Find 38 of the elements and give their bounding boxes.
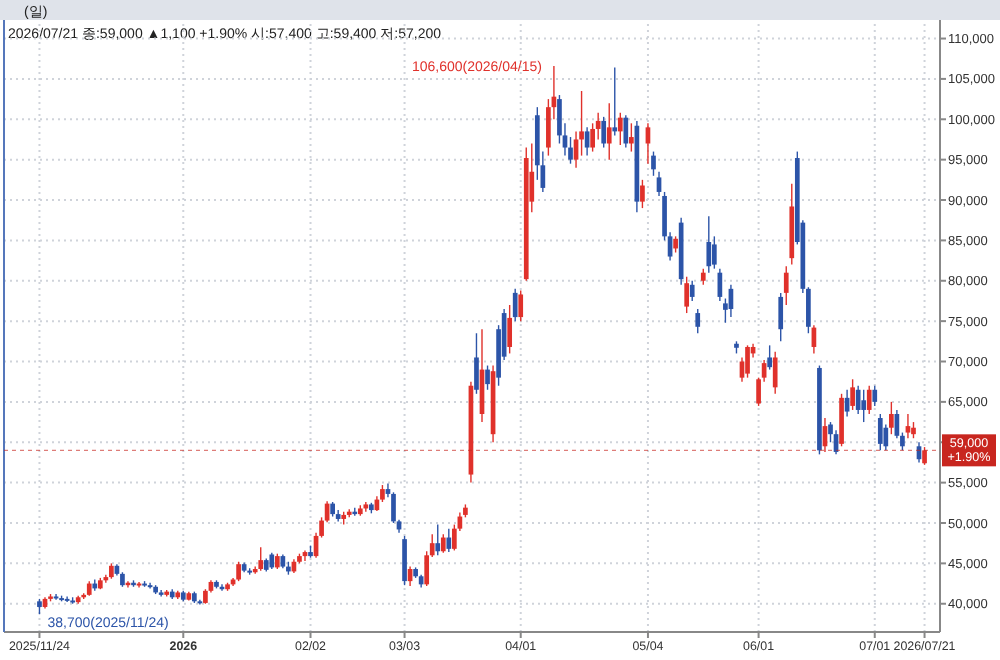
candlestick xyxy=(866,385,872,415)
candlestick xyxy=(236,561,241,582)
candlestick xyxy=(507,304,513,355)
candlestick xyxy=(402,535,407,586)
candlestick xyxy=(905,413,911,439)
candlestick xyxy=(640,179,645,209)
candlestick xyxy=(889,401,894,435)
candlestick xyxy=(435,523,441,556)
candlestick xyxy=(258,546,264,572)
candlestick xyxy=(855,385,861,415)
candlestick xyxy=(446,527,452,553)
candlestick xyxy=(877,413,883,452)
candlestick xyxy=(474,332,479,395)
candlestick xyxy=(861,389,867,423)
candlestick xyxy=(629,122,634,153)
candlestick xyxy=(689,280,695,302)
candlestick xyxy=(695,308,701,334)
candlestick xyxy=(745,344,750,379)
candlestick xyxy=(772,351,778,395)
candlestick xyxy=(518,289,524,322)
candlestick xyxy=(872,385,878,407)
candlestick xyxy=(612,66,618,137)
candlestick xyxy=(778,292,784,343)
candlestick xyxy=(617,112,623,146)
candlestick xyxy=(651,150,656,177)
candlestick xyxy=(485,364,490,391)
candlestick xyxy=(767,344,772,371)
candlestick xyxy=(839,393,844,447)
candlestick xyxy=(606,102,612,161)
candlestick xyxy=(783,265,789,306)
candlestick xyxy=(850,378,855,411)
candlestick xyxy=(512,288,518,322)
candlestick xyxy=(684,276,690,314)
candlestick xyxy=(440,533,446,554)
candlestick xyxy=(711,235,717,270)
candlestick xyxy=(706,215,712,274)
candlestick xyxy=(623,114,629,149)
candlestick xyxy=(601,116,607,149)
